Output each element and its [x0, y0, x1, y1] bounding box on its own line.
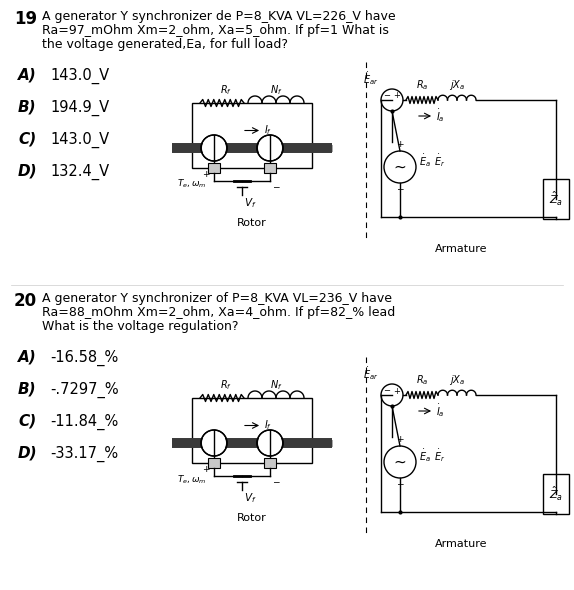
Circle shape: [258, 431, 282, 455]
Text: $\hat{Z}_a$: $\hat{Z}_a$: [549, 485, 563, 503]
Text: $R_a$: $R_a$: [416, 78, 428, 92]
Text: $\dot{E}_r$: $\dot{E}_r$: [434, 448, 445, 464]
Text: 194.9_V: 194.9_V: [50, 100, 109, 116]
Circle shape: [258, 136, 282, 160]
Text: −: −: [383, 386, 390, 395]
Text: 20: 20: [14, 292, 37, 310]
Text: -16.58_%: -16.58_%: [50, 350, 118, 366]
Text: $I_f$: $I_f$: [264, 418, 272, 432]
Text: −: −: [396, 479, 404, 488]
Text: ~: ~: [394, 454, 406, 470]
Text: $T_e, \omega_m$: $T_e, \omega_m$: [177, 178, 207, 191]
Text: Armature: Armature: [435, 244, 487, 254]
Text: −: −: [272, 477, 280, 487]
Text: $R_f$: $R_f$: [220, 378, 231, 392]
Text: −: −: [396, 184, 404, 193]
Text: C): C): [18, 132, 36, 147]
Text: 143.0_V: 143.0_V: [50, 132, 109, 148]
Text: +: +: [203, 465, 210, 474]
Text: $\dot{E}_a$: $\dot{E}_a$: [419, 153, 431, 169]
Text: -33.17_%: -33.17_%: [50, 446, 118, 462]
Text: A): A): [18, 68, 37, 83]
Text: C): C): [18, 414, 36, 429]
Bar: [208, 163, 220, 173]
Circle shape: [202, 431, 226, 455]
Text: D): D): [18, 164, 38, 179]
Text: $N_f$: $N_f$: [270, 83, 282, 97]
Text: Rotor: Rotor: [237, 218, 267, 228]
Bar: [264, 458, 276, 468]
Text: $N_f$: $N_f$: [270, 378, 282, 392]
Text: $\dot{E}_{ar}$: $\dot{E}_{ar}$: [363, 365, 379, 382]
Text: A generator Y synchronizer de P=8_KVA VL=226_V have: A generator Y synchronizer de P=8_KVA VL…: [42, 10, 395, 23]
Text: $\hat{Z}_a$: $\hat{Z}_a$: [549, 190, 563, 208]
Text: A generator Y synchronizer of P=8_KVA VL=236_V have: A generator Y synchronizer of P=8_KVA VL…: [42, 292, 392, 305]
Text: $T_e, \omega_m$: $T_e, \omega_m$: [177, 473, 207, 486]
Text: −: −: [383, 91, 390, 100]
Circle shape: [202, 136, 226, 160]
Text: A): A): [18, 350, 37, 365]
Text: Ra=88_mOhm Xm=2_ohm, Xa=4_ohm. If pf=82_% lead: Ra=88_mOhm Xm=2_ohm, Xa=4_ohm. If pf=82_…: [42, 306, 395, 319]
Text: +: +: [396, 435, 404, 444]
Text: Armature: Armature: [435, 539, 487, 549]
Text: Ra=97_mOhm Xm=2_ohm, Xa=5_ohm. If pf=1 What is: Ra=97_mOhm Xm=2_ohm, Xa=5_ohm. If pf=1 W…: [42, 24, 389, 37]
Text: D): D): [18, 446, 38, 461]
Text: +: +: [394, 91, 401, 100]
Text: $V_f$: $V_f$: [244, 491, 257, 505]
Text: 143.0_V: 143.0_V: [50, 68, 109, 84]
Text: -11.84_%: -11.84_%: [50, 414, 118, 430]
Text: $R_f$: $R_f$: [220, 83, 231, 97]
Text: the voltage generated,Ea, for full load?: the voltage generated,Ea, for full load?: [42, 38, 288, 51]
Bar: [192, 103, 312, 168]
Text: $\dot{E}_{ar}$: $\dot{E}_{ar}$: [363, 70, 379, 87]
Text: What is the voltage regulation?: What is the voltage regulation?: [42, 320, 239, 333]
Bar: [264, 163, 276, 173]
Text: 19: 19: [14, 10, 37, 28]
Text: +: +: [394, 386, 401, 395]
Bar: [543, 474, 569, 514]
Text: −: −: [272, 182, 280, 192]
Text: B): B): [18, 100, 37, 115]
Text: +: +: [203, 170, 210, 179]
Text: $\dot{E}_a$: $\dot{E}_a$: [419, 448, 431, 464]
Text: -.7297_%: -.7297_%: [50, 382, 119, 398]
Bar: [543, 179, 569, 219]
Bar: [192, 398, 312, 463]
Text: $\dot{I}_a$: $\dot{I}_a$: [436, 402, 445, 419]
Text: +: +: [396, 140, 404, 149]
Text: ~: ~: [394, 159, 406, 175]
Text: Rotor: Rotor: [237, 513, 267, 523]
Text: $I_f$: $I_f$: [264, 123, 272, 137]
Text: $V_f$: $V_f$: [244, 196, 257, 210]
Text: $\dot{I}_a$: $\dot{I}_a$: [436, 107, 445, 124]
Text: $R_a$: $R_a$: [416, 373, 428, 387]
Text: $\dot{E}_r$: $\dot{E}_r$: [434, 153, 445, 169]
Text: 132.4_V: 132.4_V: [50, 164, 109, 180]
Text: $jX_a$: $jX_a$: [449, 373, 465, 387]
Text: $jX_a$: $jX_a$: [449, 78, 465, 92]
Text: B): B): [18, 382, 37, 397]
Bar: [208, 458, 220, 468]
